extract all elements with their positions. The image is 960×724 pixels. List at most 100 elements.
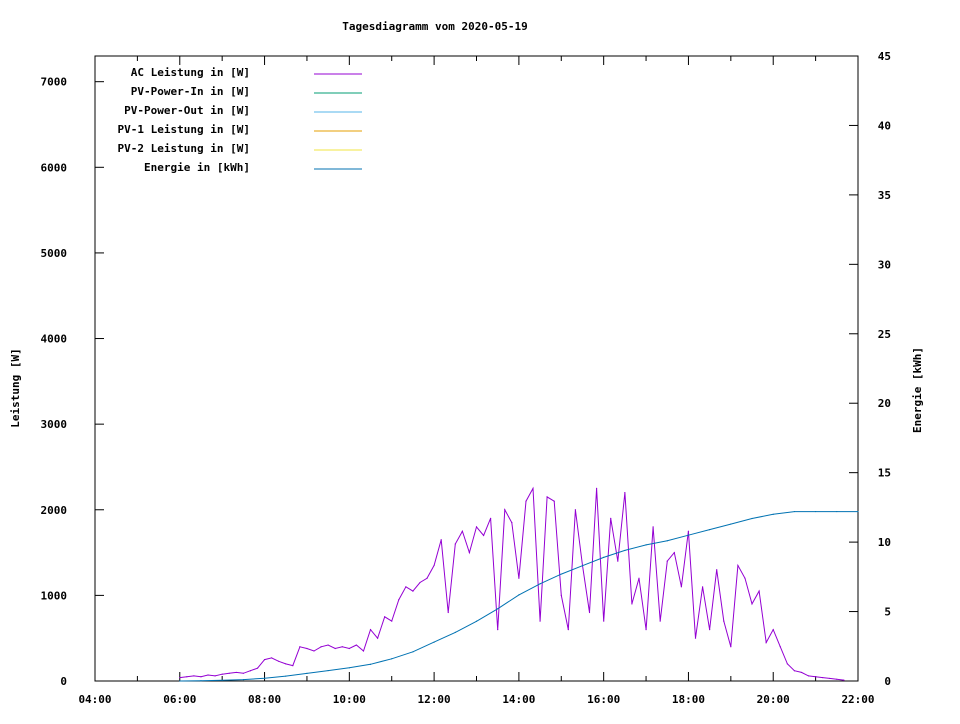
data-point	[652, 526, 654, 528]
data-point	[603, 620, 605, 622]
data-point	[603, 556, 605, 558]
data-point	[214, 675, 216, 677]
y2-tick-label: 45	[878, 50, 891, 63]
data-point	[518, 577, 520, 579]
data-point	[327, 669, 329, 672]
data-point	[793, 670, 796, 672]
data-point	[815, 676, 817, 678]
data-point	[320, 646, 322, 648]
x-tick-label: 08:00	[248, 693, 281, 706]
data-point	[412, 651, 414, 653]
data-point	[475, 526, 478, 528]
y2-tick-label: 20	[878, 397, 891, 410]
data-point	[497, 629, 499, 631]
data-point	[815, 510, 817, 513]
y-tick-label: 7000	[41, 76, 68, 89]
y2-tick-label: 10	[878, 536, 891, 549]
data-point	[179, 680, 181, 682]
data-point	[687, 534, 690, 536]
legend-label: PV-Power-In in [W]	[131, 85, 250, 98]
data-point	[369, 629, 372, 631]
y2-tick-label: 0	[884, 675, 891, 688]
legend-label: Energie in [kWh]	[144, 161, 250, 174]
data-point	[617, 560, 619, 562]
data-point	[454, 543, 456, 545]
data-point	[525, 500, 527, 502]
data-point	[292, 664, 294, 667]
data-point	[518, 594, 520, 596]
data-point	[285, 675, 287, 677]
data-point	[553, 500, 555, 502]
data-point	[348, 647, 350, 650]
data-point	[468, 551, 471, 554]
chart-title: Tagesdiagramm vom 2020-05-19	[342, 20, 527, 33]
data-point	[730, 646, 732, 648]
data-point	[398, 599, 400, 601]
data-point	[497, 608, 499, 610]
data-point	[341, 646, 343, 648]
data-point	[440, 539, 442, 541]
data-point	[433, 564, 435, 567]
data-point	[384, 616, 386, 618]
data-point	[539, 583, 541, 585]
legend-label: AC Leistung in [W]	[131, 66, 250, 79]
data-point	[532, 487, 534, 489]
data-point	[412, 590, 414, 592]
data-point	[807, 675, 810, 677]
data-point	[666, 540, 668, 542]
data-point	[857, 510, 859, 513]
data-point	[624, 492, 626, 494]
data-point	[504, 509, 506, 511]
data-point	[369, 663, 372, 665]
y2-tick-label: 35	[878, 189, 891, 202]
data-point	[772, 629, 774, 631]
data-point	[376, 637, 379, 639]
data-point	[546, 496, 548, 498]
data-point	[694, 637, 697, 639]
data-point	[666, 560, 668, 562]
x-tick-label: 18:00	[672, 693, 705, 706]
data-point	[701, 586, 704, 588]
data-point	[200, 676, 202, 678]
data-point	[645, 544, 647, 546]
data-point	[313, 650, 315, 652]
data-point	[751, 517, 753, 520]
y-tick-label: 5000	[41, 247, 68, 260]
data-point	[475, 620, 478, 622]
legend-label: PV-Power-Out in [W]	[124, 104, 250, 117]
data-point	[334, 647, 336, 650]
data-point	[560, 573, 562, 575]
data-point	[744, 577, 746, 579]
data-point	[242, 679, 244, 681]
x-tick-label: 12:00	[418, 693, 451, 706]
y-tick-label: 1000	[41, 589, 68, 602]
data-point	[723, 620, 725, 622]
data-point	[426, 577, 428, 579]
data-point	[221, 673, 223, 675]
y-tick-label: 0	[60, 675, 67, 688]
data-point	[836, 678, 838, 680]
x-tick-label: 16:00	[587, 693, 620, 706]
data-point	[709, 529, 711, 531]
data-point	[730, 523, 732, 525]
data-point	[772, 513, 774, 515]
data-point	[631, 603, 633, 605]
data-point	[567, 629, 569, 631]
y-tick-label: 3000	[41, 418, 68, 431]
data-point	[539, 620, 541, 622]
y2-tick-label: 25	[878, 328, 891, 341]
data-point	[596, 487, 598, 489]
data-point	[256, 667, 259, 669]
data-point	[793, 510, 796, 513]
data-point	[490, 517, 492, 519]
data-point	[285, 663, 287, 665]
x-tick-label: 06:00	[163, 693, 196, 706]
data-point	[179, 676, 181, 679]
data-point	[200, 680, 202, 682]
y2-tick-label: 30	[878, 258, 891, 271]
data-point	[242, 672, 244, 674]
data-point	[511, 522, 513, 524]
x-tick-label: 10:00	[333, 693, 366, 706]
data-point	[391, 620, 393, 622]
